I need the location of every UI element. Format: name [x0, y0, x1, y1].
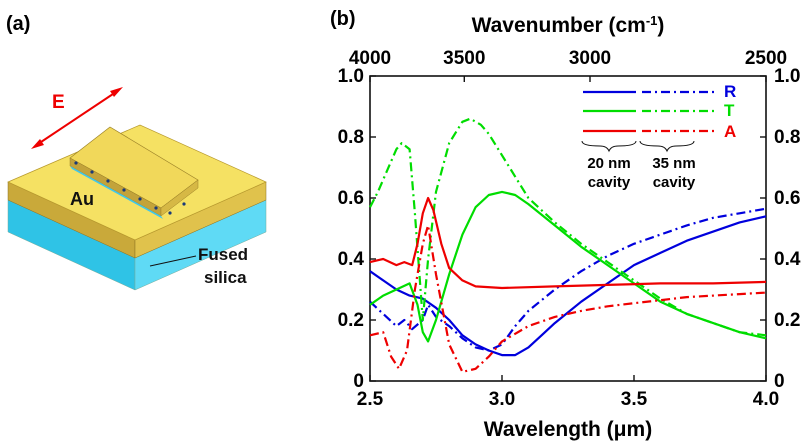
legend-label-t: T: [724, 101, 735, 120]
legend: R T A 20 nm cavity 35 nm cavity: [581, 82, 736, 191]
y-tick-label-left: 0.4: [338, 249, 365, 270]
series-line-t-35nm: [369, 117, 767, 337]
series-line-a-20nm: [369, 196, 767, 290]
e-field-label: E: [52, 92, 65, 113]
y-tick-label-right: 0.4: [774, 249, 801, 270]
x-axis-title: Wavelength (μm): [484, 418, 652, 441]
legend-label-r: R: [724, 82, 736, 101]
x-tick-label: 3.5: [621, 389, 648, 410]
series-line-r-35nm: [369, 207, 767, 352]
y-tick-label-left: 0.8: [338, 127, 364, 148]
e-field-arrow-line: [37, 91, 117, 145]
panel-a-label: (a): [6, 13, 30, 35]
silica-label-line2: silica: [204, 268, 247, 287]
series-line-t-20nm: [369, 190, 767, 343]
plot-frame: [369, 75, 767, 382]
y-tick-label-right: 0.8: [774, 127, 800, 148]
x-tick-label: 4.0: [753, 389, 779, 410]
silica-leader-line: [149, 255, 197, 267]
legend-brace-solid: [581, 140, 637, 153]
au-label: Au: [70, 189, 94, 209]
x-tick-label: 3.0: [489, 389, 515, 410]
legend-caption-20nm-line2: cavity: [588, 174, 631, 191]
e-field-arrow-head-left: [31, 139, 44, 149]
cavity-dots: [74, 161, 186, 215]
legend-caption-20nm-line1: 20 nm: [587, 155, 630, 172]
au-strip-side: [160, 179, 199, 217]
top-tick-label: 3500: [443, 48, 485, 69]
device-schematic: [7, 87, 267, 291]
y-tick-label-right: 0.6: [774, 188, 800, 209]
top-tick-label: 2500: [745, 48, 787, 69]
y-tick-label-right: 0: [774, 371, 785, 392]
y-tick-label-right: 1.0: [774, 66, 800, 87]
y-tick-label-left: 0.6: [338, 188, 364, 209]
e-field-arrow-head-right: [110, 87, 123, 97]
series-line-r-20nm: [369, 215, 767, 357]
y-tick-label-left: 0.2: [338, 310, 364, 331]
y-tick-label-left: 1.0: [338, 66, 364, 87]
legend-label-a: A: [724, 122, 736, 141]
silica-label-line1: Fused: [198, 245, 248, 264]
series-line-a-35nm: [369, 224, 767, 373]
plot-series: [369, 117, 767, 373]
legend-brace-dashed: [639, 140, 695, 153]
top-tick-label: 3000: [569, 48, 611, 69]
top-tick-label: 4000: [349, 48, 391, 69]
y-tick-label-left: 0: [353, 371, 364, 392]
legend-caption-35nm-line1: 35 nm: [652, 155, 695, 172]
cavity-gap: [70, 166, 163, 219]
legend-caption-35nm-line2: cavity: [653, 174, 696, 191]
y-tick-label-right: 0.2: [774, 310, 800, 331]
plot-axes: 2.5 3.0 3.5 4.00 00.2 0.20.4 0.40.6 0.60.8 0.81.…: [338, 48, 801, 410]
x-tick-label: 2.5: [357, 389, 384, 410]
panel-b-label: (b): [330, 8, 356, 30]
top-axis-title: Wavenumber (cm-1): [472, 13, 665, 38]
